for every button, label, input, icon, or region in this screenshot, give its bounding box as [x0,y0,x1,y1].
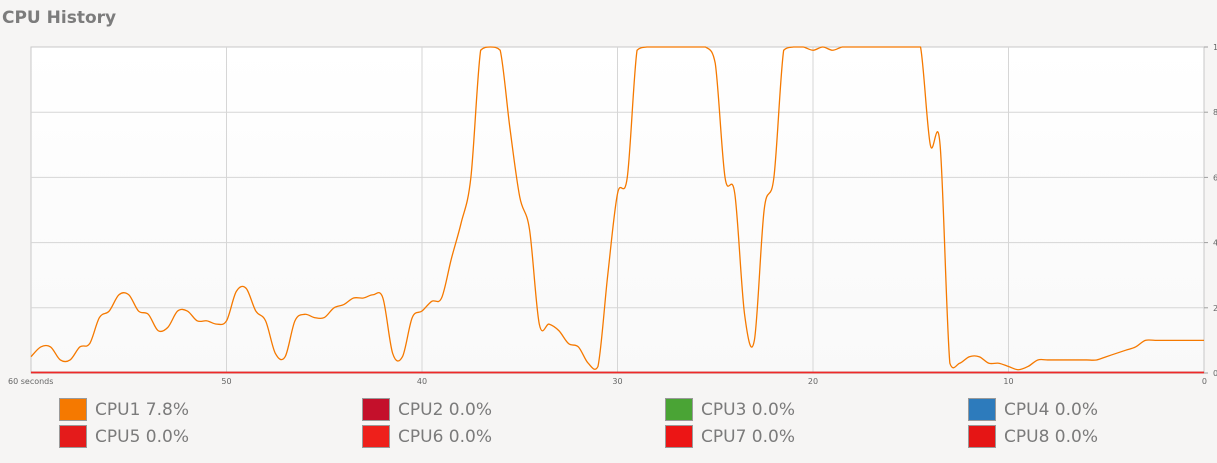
legend-item-cpu6[interactable]: CPU6 0.0% [362,423,492,450]
legend-label: CPU6 0.0% [398,426,492,447]
legend-item-cpu8[interactable]: CPU8 0.0% [968,423,1098,450]
color-swatch[interactable] [665,425,693,448]
legend-label: CPU1 7.8% [95,399,189,420]
series-line-cpu1 [30,46,1204,371]
color-swatch[interactable] [59,425,87,448]
color-swatch[interactable] [968,398,996,421]
legend-item-cpu7[interactable]: CPU7 0.0% [665,423,795,450]
chart-title: CPU History [2,8,117,28]
x-tick-label: 20 [808,377,818,386]
series-layer [30,46,1204,374]
y-tick-label: 20 [1213,304,1217,313]
color-swatch[interactable] [968,425,996,448]
legend-item-cpu4[interactable]: CPU4 0.0% [968,396,1098,423]
x-tick-label: 60 seconds [8,377,53,386]
legend-label: CPU3 0.0% [701,399,795,420]
x-tick-label: 10 [1003,377,1013,386]
x-tick-label: 0 [1202,377,1207,386]
x-tick-label: 30 [612,377,622,386]
color-swatch[interactable] [362,398,390,421]
y-tick-label: 80 [1213,108,1217,117]
color-swatch[interactable] [59,398,87,421]
color-swatch[interactable] [362,425,390,448]
y-tick-label: 40 [1213,239,1217,248]
x-tick-label: 40 [417,377,427,386]
grid-lines [31,47,1204,373]
color-swatch[interactable] [665,398,693,421]
x-axis: 60 seconds 50 40 30 20 10 0 [8,377,1207,386]
y-tick-label: 100 [1213,43,1217,52]
y-axis: 0 20 40 60 80 100 [1204,43,1217,378]
y-tick-label: 60 [1213,173,1217,182]
y-tick-label: 0 [1213,369,1217,378]
legend-item-cpu5[interactable]: CPU5 0.0% [59,423,189,450]
legend-item-cpu3[interactable]: CPU3 0.0% [665,396,795,423]
legend-label: CPU7 0.0% [701,426,795,447]
legend-item-cpu1[interactable]: CPU1 7.8% [59,396,189,423]
legend-label: CPU8 0.0% [1004,426,1098,447]
x-tick-label: 50 [221,377,231,386]
legend-item-cpu2[interactable]: CPU2 0.0% [362,396,492,423]
legend-label: CPU2 0.0% [398,399,492,420]
legend-label: CPU5 0.0% [95,426,189,447]
legend-label: CPU4 0.0% [1004,399,1098,420]
